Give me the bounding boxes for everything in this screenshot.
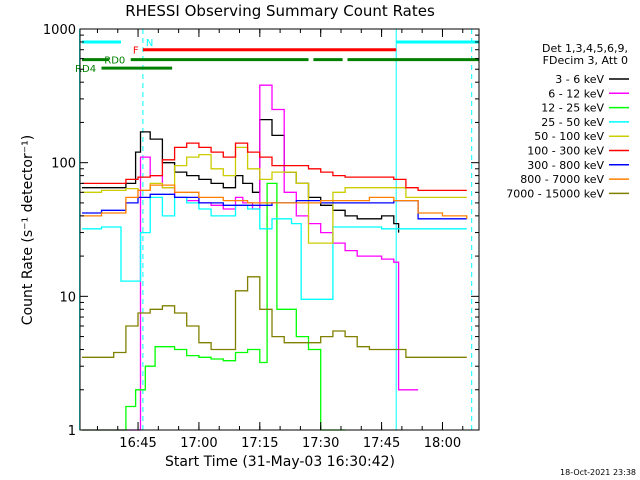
series-line-800-7000-kev (82, 184, 468, 219)
chart-marks: NF RD0 RD4 (75, 29, 479, 431)
legend-label-7000-15000-kev: 7000 - 15000 keV (506, 187, 604, 200)
legend-label-12-25-kev: 12 - 25 keV (541, 102, 604, 115)
series-line-12-25-kev (82, 182, 346, 431)
y-tick-label: 10 (59, 290, 76, 305)
series-line-100-300-kev (82, 142, 467, 192)
x-tick-label: 16:45 (119, 436, 156, 451)
x-tick-label: 17:00 (180, 436, 217, 451)
legend-label-50-100-kev: 50 - 100 keV (534, 130, 604, 143)
legend-header: FDecim 3, Att 0 (543, 54, 628, 67)
series-line-25-50-kev (82, 196, 467, 300)
legend-label-800-7000-kev: 800 - 7000 keV (520, 173, 604, 186)
state-label-n: N (146, 38, 153, 49)
legend-label-300-800-kev: 300 - 800 keV (527, 159, 604, 172)
footer-timestamp: 18-Oct-2021 23:38 (560, 468, 636, 477)
x-tick-label: 18:00 (424, 436, 461, 451)
x-tick-label: 17:15 (241, 436, 278, 451)
state-label-rd0: RD0 (104, 56, 125, 67)
y-tick-label: 100 (51, 157, 76, 172)
x-tick-label: 17:45 (363, 436, 400, 451)
state-label-f: F (133, 46, 139, 57)
series-line-300-800-kev (82, 193, 467, 220)
y-tick-label: 1000 (43, 23, 76, 38)
series-line-3-6-kev (82, 118, 400, 233)
state-label-rd4: RD4 (75, 64, 96, 75)
legend-label-25-50-kev: 25 - 50 keV (541, 116, 604, 129)
series-line-7000-15000-kev (82, 276, 467, 358)
y-tick-label: 1 (68, 424, 76, 439)
legend: Det 1,3,4,5,6,9,FDecim 3, Att 0 3 - 6 keV… (506, 42, 629, 200)
legend-label-100-300-kev: 100 - 300 keV (527, 145, 604, 158)
x-axis: 16:45 17:00 17:15 17:30 17:45 18:00 (96, 29, 464, 451)
x-tick-label: 17:30 (302, 436, 339, 451)
chart-title: RHESSI Observing Summary Count Rates (125, 2, 435, 20)
legend-label-3-6-kev: 3 - 6 keV (555, 73, 604, 86)
x-axis-label: Start Time (31-May-03 16:30:42) (165, 454, 395, 470)
y-axis: 1 10 100 1000 (43, 23, 479, 439)
plot-frame (79, 28, 480, 431)
series-line-6-12-kev (82, 84, 419, 431)
legend-label-6-12-kev: 6 - 12 keV (548, 87, 604, 100)
legend-header: Det 1,3,4,5,6,9, (542, 42, 628, 55)
y-axis-label: Count Rate (s⁻¹ detector⁻¹) (20, 135, 36, 325)
